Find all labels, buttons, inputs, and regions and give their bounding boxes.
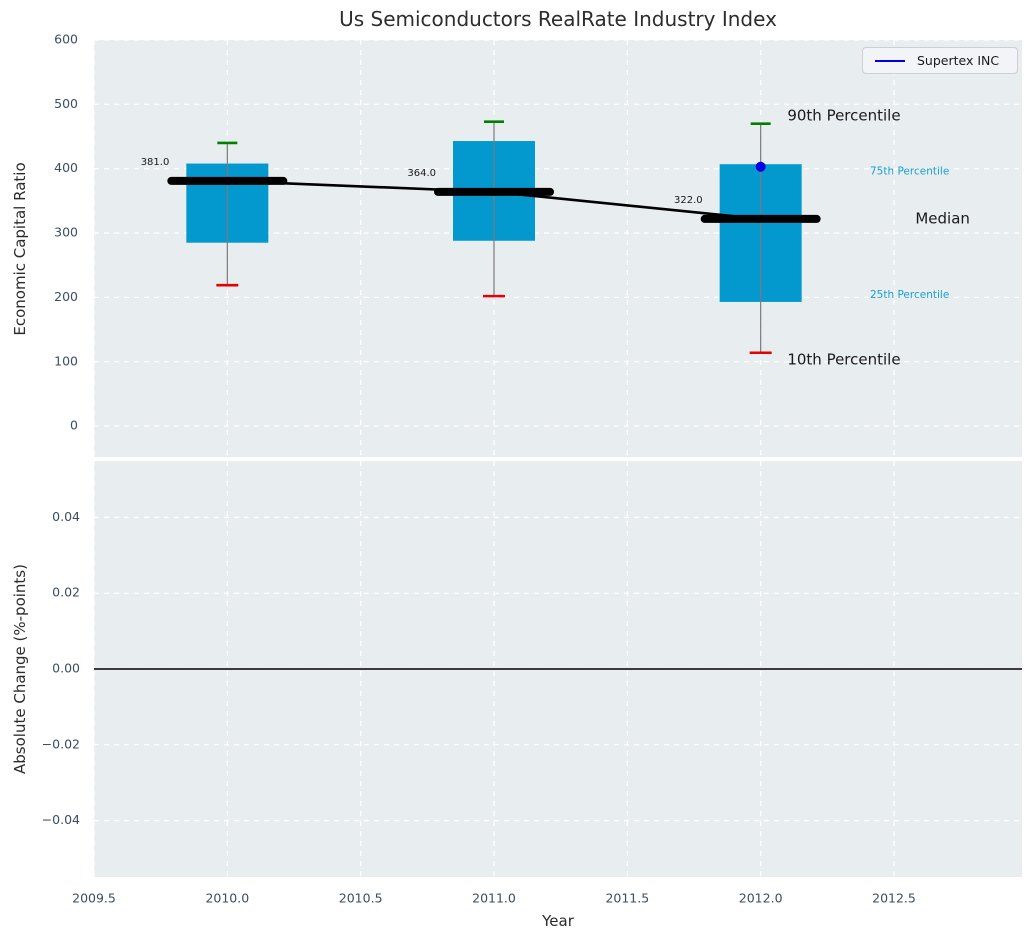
x-tick-label: 2012.5 xyxy=(872,891,916,906)
y-axis-label-top: Economic Capital Ratio xyxy=(11,162,29,335)
company-dot xyxy=(756,162,766,172)
x-tick-label: 2010.0 xyxy=(205,891,249,906)
x-tick-label: 2009.5 xyxy=(72,891,116,906)
y-tick-label-bottom: −0.02 xyxy=(42,736,80,751)
y-tick-label-bottom: 0.00 xyxy=(52,661,80,676)
x-tick-label: 2012.0 xyxy=(739,891,783,906)
median-value-label: 364.0 xyxy=(407,168,436,179)
percentile-label: 90th Percentile xyxy=(787,106,900,124)
plot-background xyxy=(94,40,1022,457)
y-tick-label-bottom: 0.02 xyxy=(52,585,80,600)
plot-svg: 0 100 200 300 400 500 600 0.04 0.02 0.00 −0.02 −0.0… xyxy=(0,0,1034,942)
y-tick-label-top: 400 xyxy=(54,160,78,175)
y-tick-label-top: 100 xyxy=(54,353,78,368)
y-tick-label-top: 500 xyxy=(54,96,78,111)
x-axis-label: Year xyxy=(94,912,1022,930)
percentile-label: 10th Percentile xyxy=(787,350,900,368)
legend-line-icon xyxy=(875,60,905,62)
legend: Supertex INC xyxy=(862,47,1018,74)
percentile-label: Median xyxy=(915,209,970,227)
percentile-label: 25th Percentile xyxy=(870,289,949,301)
legend-label: Supertex INC xyxy=(917,53,999,68)
figure: Us Semiconductors RealRate Industry Inde… xyxy=(0,0,1034,942)
y-tick-label-bottom: 0.04 xyxy=(52,509,80,524)
y-tick-label-top: 300 xyxy=(54,225,78,240)
x-tick-label: 2011.0 xyxy=(472,891,516,906)
percentile-label: 75th Percentile xyxy=(870,165,949,177)
y-tick-label-top: 0 xyxy=(70,418,78,433)
y-tick-label-top: 600 xyxy=(54,32,78,47)
y-tick-label-top: 200 xyxy=(54,289,78,304)
x-tick-label: 2010.5 xyxy=(339,891,383,906)
x-tick-label: 2011.5 xyxy=(605,891,649,906)
median-value-label: 381.0 xyxy=(141,157,170,168)
y-tick-label-bottom: −0.04 xyxy=(42,812,80,827)
median-value-label: 322.0 xyxy=(674,195,703,206)
y-axis-label-bottom: Absolute Change (%-points) xyxy=(11,564,29,774)
